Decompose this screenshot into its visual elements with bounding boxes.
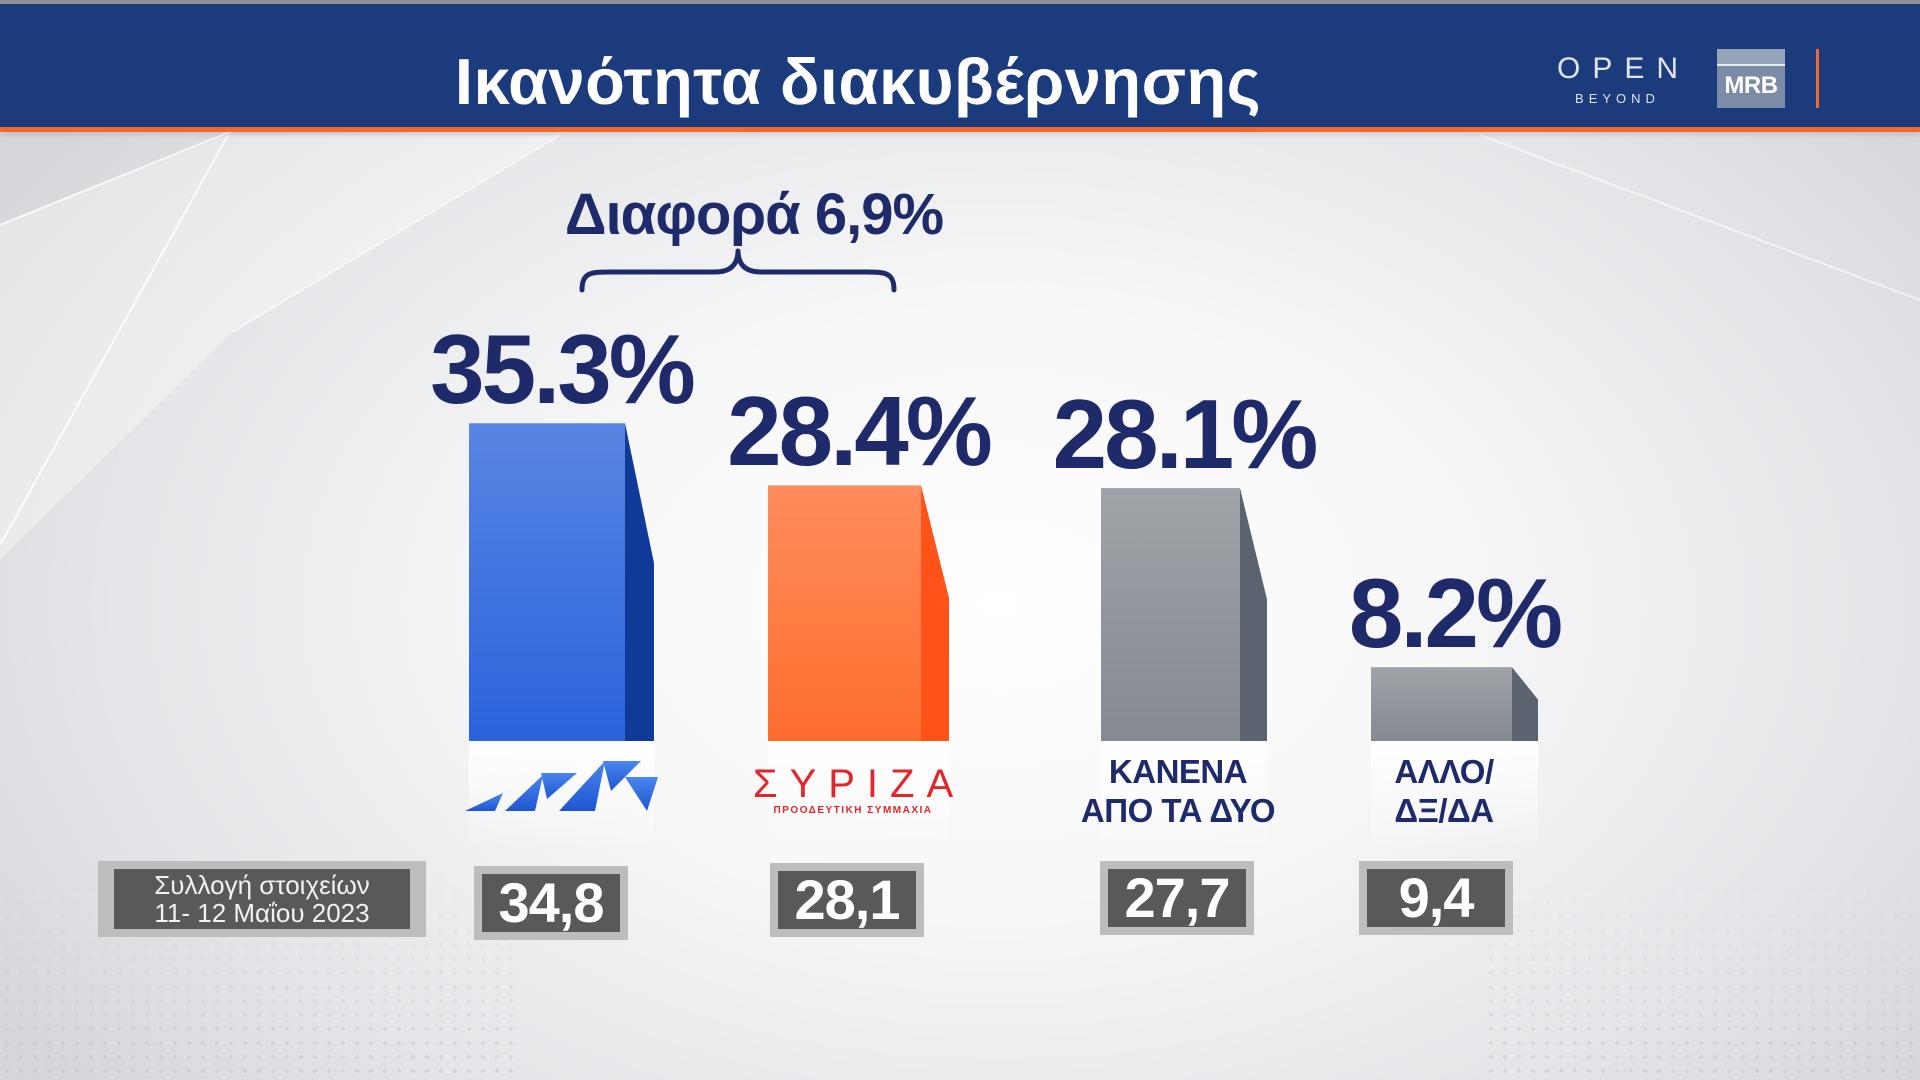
header-accent-line <box>0 127 1920 132</box>
bar-other-shine <box>1371 667 1512 741</box>
previous-value-syriza: 28,1 <box>770 863 924 937</box>
nd-logo-shape <box>505 775 543 811</box>
value-label-other: 8.2% <box>1348 558 1563 669</box>
background-plane <box>0 135 560 560</box>
open-logo-subtext: BEYOND <box>1575 91 1660 106</box>
bar-syriza-side <box>921 485 949 741</box>
bar-nd-side <box>625 423 654 741</box>
syriza-logo-text: ΣΥΡΙΖΑ <box>752 762 966 806</box>
syriza-logo-subtext: ΠΡΟΟΔΕΥΤΙΚΗ ΣΥΜΜΑΧΙΑ <box>773 805 933 816</box>
nd-logo-shape <box>603 761 641 791</box>
bar-neither-side <box>1240 488 1267 741</box>
fieldwork-line-2: 11- 12 Μαΐου 2023 <box>154 898 370 928</box>
open-beyond-logo: OPEN BEYOND <box>1545 54 1685 106</box>
bar-other-reflection <box>1371 741 1538 851</box>
header-bar: Ικανότητα διακυβέρνησης OPEN BEYOND MRB <box>0 0 1920 127</box>
bar-neither-shine <box>1101 488 1240 741</box>
brace-path <box>579 248 897 293</box>
previous-value-text: 9,4 <box>1367 869 1505 927</box>
background-line <box>0 134 229 546</box>
background-line <box>1479 134 1920 301</box>
value-label-neither: 28.1% <box>1052 379 1319 490</box>
open-logo-text: OPEN <box>1557 52 1691 85</box>
previous-value-nd: 34,8 <box>474 866 628 940</box>
previous-value-neither: 27,7 <box>1100 861 1254 935</box>
nd-logo-shape <box>559 761 605 811</box>
mrb-logo-top <box>1717 49 1785 66</box>
difference-annotation: Διαφορά 6,9% <box>564 182 944 247</box>
previous-value-text: 34,8 <box>482 874 620 932</box>
bar-nd-shine <box>469 423 625 741</box>
mrb-logo: MRB <box>1717 49 1785 108</box>
bar-other-side <box>1512 667 1538 741</box>
background-line <box>0 131 231 226</box>
nd-logo-shape <box>465 793 503 811</box>
background-line <box>231 134 561 333</box>
previous-value-text: 27,7 <box>1108 869 1246 927</box>
previous-value-other: 9,4 <box>1359 861 1513 935</box>
category-label-other: ΑΛΛΟ/ ΔΞ/ΔΑ <box>1394 753 1494 829</box>
bar-syriza-reflection <box>768 741 949 851</box>
value-label-nd: 35.3% <box>430 314 696 425</box>
page-title: Ικανότητα διακυβέρνησης <box>454 45 1262 118</box>
nd-logo-shape <box>541 773 577 799</box>
accent-divider <box>1816 49 1819 108</box>
mrb-logo-text: MRB <box>1724 72 1778 99</box>
fieldwork-dates-inner: Συλλογή στοιχείων 11- 12 Μαΐου 2023 <box>114 869 410 929</box>
previous-value-text: 28,1 <box>778 871 916 929</box>
nd-logo-shape <box>625 777 658 811</box>
bar-syriza-shine <box>768 485 921 741</box>
syriza-logo: ΣΥΡΙΖΑ ΠΡΟΟΔΕΥΤΙΚΗ ΣΥΜΜΑΧΙΑ <box>733 764 973 817</box>
value-label-syriza: 28.4% <box>727 376 993 487</box>
category-label-neither: ΚΑΝΕΝΑ ΑΠΟ ΤΑ ΔΥΟ <box>1080 753 1276 829</box>
difference-brace <box>579 248 897 293</box>
halftone-dots <box>0 860 1920 1080</box>
fieldwork-line-1: Συλλογή στοιχείων <box>154 870 370 900</box>
nd-logo <box>465 761 658 811</box>
fieldwork-dates-box: Συλλογή στοιχείων 11- 12 Μαΐου 2023 <box>98 861 426 937</box>
bar-neither-reflection <box>1101 741 1267 851</box>
